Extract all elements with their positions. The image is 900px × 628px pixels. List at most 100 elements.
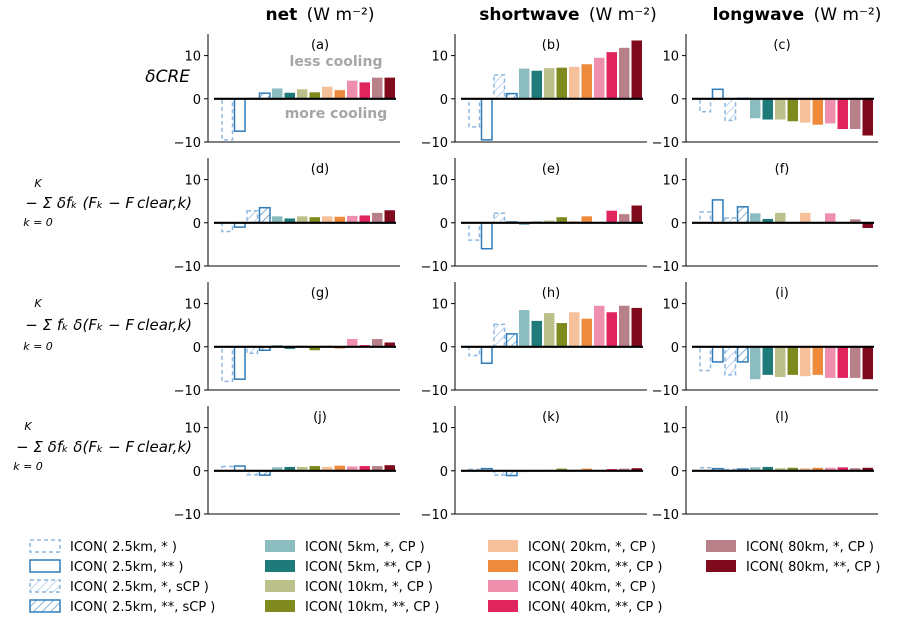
bar-9 [569, 66, 580, 99]
sum-lower-3: k = 0 [23, 340, 53, 353]
legend-swatch [265, 560, 295, 572]
bar-6 [762, 346, 773, 375]
legend-label: ICON( 20km, **, CP ) [528, 560, 662, 575]
legend-label: ICON( 2.5km, * ) [70, 540, 177, 555]
legend-item: ICON( 2.5km, **, sCP ) [29, 599, 215, 615]
panel-j: −10 0 10 (j) [174, 406, 400, 523]
panel-label: (i) [775, 286, 789, 301]
bar-3 [724, 98, 737, 122]
y-tick-label: 10 [662, 422, 679, 437]
bar-9 [800, 212, 811, 223]
bar-14 [862, 98, 873, 136]
panel-e: −10 0 10 (e) [421, 158, 647, 275]
y-tick-label: 0 [671, 341, 679, 356]
panel-l: −10 0 10 (l) [652, 406, 878, 523]
bar-14 [631, 205, 642, 223]
panel-label: (d) [311, 162, 329, 177]
bar-8 [309, 346, 320, 351]
bar-14 [631, 468, 642, 471]
bar-9 [800, 468, 811, 471]
bar-3 [724, 217, 737, 224]
legend-swatch [488, 540, 518, 552]
bar-2 [480, 222, 493, 250]
bar-4 [505, 333, 518, 348]
bar-5 [750, 98, 761, 119]
bar-5 [272, 88, 283, 99]
bar-10 [812, 98, 823, 125]
panel-label: (f) [775, 162, 790, 177]
panel-f: −10 0 10 (f) [652, 158, 878, 275]
bar-13 [619, 214, 630, 223]
panel-label: (k) [542, 410, 560, 425]
bar-13 [372, 77, 383, 99]
legend-label: ICON( 20km, *, CP ) [528, 540, 656, 555]
bar-5 [750, 346, 761, 380]
bar-4 [736, 206, 749, 224]
legend-item: ICON( 5km, **, CP ) [265, 560, 431, 575]
y-tick-label: −10 [421, 260, 448, 275]
row-label-4: K − Σ δfₖ δ(Fₖ − F clear,k) k = 0 [13, 420, 192, 473]
bar-1 [468, 98, 481, 128]
y-tick-label: 10 [184, 298, 201, 313]
bar-6 [284, 466, 295, 471]
y-tick-label: 0 [193, 465, 201, 480]
column-title-net: net (W m⁻²) [266, 5, 375, 25]
bar-5 [750, 467, 761, 471]
legend-swatch [265, 580, 295, 592]
column-title-longwave: longwave (W m⁻²) [713, 5, 882, 25]
legend-label: ICON( 2.5km, **, sCP ) [70, 600, 215, 615]
panel-grid: −10 0 10 (a)less cooling more cooling −10 0 10 (… [174, 34, 878, 523]
legend-swatch [706, 560, 736, 572]
panel-label: (b) [542, 38, 560, 53]
bar-10 [812, 467, 823, 471]
legend-label: ICON( 5km, *, CP ) [305, 540, 425, 555]
bar-14 [862, 222, 873, 228]
bar-3 [246, 470, 259, 476]
row-label-2-text: − Σ δfₖ (Fₖ − F clear,k) [25, 194, 192, 212]
bar-12 [359, 215, 370, 223]
bar-13 [850, 98, 861, 130]
bar-9 [800, 98, 811, 123]
bar-11 [347, 215, 358, 223]
bar-11 [825, 98, 836, 124]
bar-3 [493, 323, 506, 348]
panel-k: −10 0 10 (k) [421, 406, 647, 523]
y-tick-label: 0 [193, 93, 201, 108]
bar-3 [724, 346, 737, 376]
legend-label: ICON( 40km, **, CP ) [528, 600, 662, 615]
legend-item: ICON( 40km, *, CP ) [488, 580, 656, 595]
bar-1 [699, 346, 712, 372]
bar-7 [544, 313, 555, 347]
bar-5 [519, 68, 530, 99]
bar-10 [334, 216, 345, 223]
legend-item: ICON( 2.5km, *, sCP ) [29, 579, 209, 595]
bar-11 [825, 467, 836, 471]
bar-13 [372, 212, 383, 223]
bar-13 [372, 339, 383, 347]
bar-7 [544, 68, 555, 99]
legend-item: ICON( 2.5km, * ) [29, 539, 177, 555]
legend: ICON( 2.5km, * ) ICON( 2.5km, ** ) ICON( 2… [29, 539, 880, 615]
bar-6 [762, 218, 773, 223]
sum-upper-4: K [24, 420, 32, 433]
y-tick-label: 10 [184, 174, 201, 189]
bar-10 [581, 64, 592, 99]
panel-label: (l) [775, 410, 789, 425]
y-tick-label: −10 [174, 384, 201, 399]
bar-6 [762, 98, 773, 120]
bar-4 [736, 346, 749, 363]
panel-a: −10 0 10 (a)less cooling more cooling [174, 34, 400, 151]
panel-c: −10 0 10 (c) [652, 34, 878, 151]
bar-12 [837, 467, 848, 471]
panel-label: (g) [311, 286, 329, 301]
bar-7 [297, 89, 308, 99]
bar-1 [468, 222, 481, 241]
bar-7 [297, 466, 308, 471]
legend-item: ICON( 2.5km, ** ) [29, 559, 183, 575]
y-tick-label: −10 [652, 260, 679, 275]
y-tick-label: 0 [671, 217, 679, 232]
bar-8 [309, 466, 320, 471]
bar-8 [309, 92, 320, 99]
y-tick-label: 10 [662, 298, 679, 313]
bar-7 [775, 468, 786, 471]
